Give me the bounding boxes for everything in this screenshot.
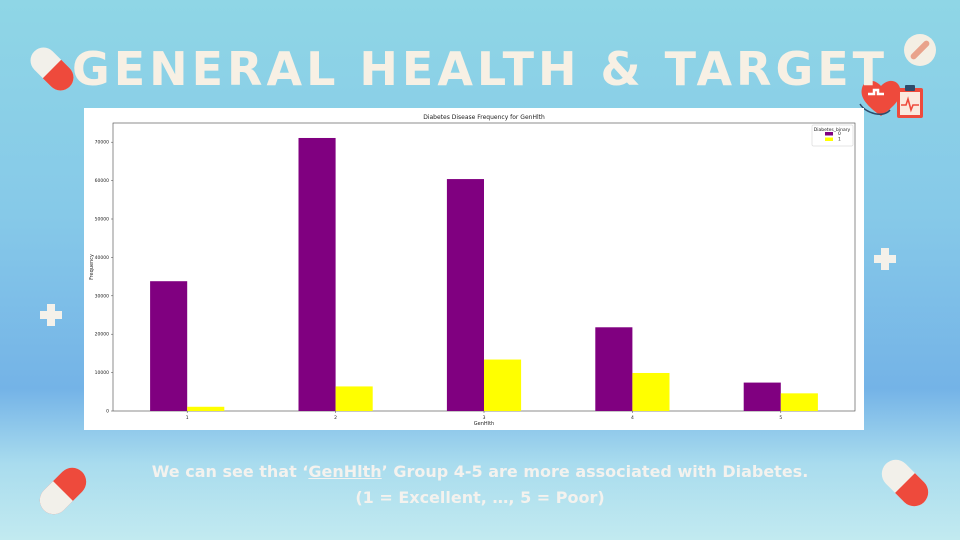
heart-medical-icon [859,80,901,116]
x-tick-label: 4 [631,415,634,421]
plus-icon [40,304,62,326]
clipboard-ecg-icon [897,85,923,118]
legend-swatch-1 [825,137,833,141]
slide-title: GENERAL HEALTH & TARGET [71,42,889,96]
x-tick-label: 1 [186,415,189,421]
x-tick-label: 5 [779,415,782,421]
caption-text: We can see that ‘ [151,462,309,481]
chart-legend: Diabetes_binary 01 [811,124,854,147]
caption: We can see that ‘GenHlth’ Group 4-5 are … [0,459,960,511]
y-tick-label: 30000 [95,293,109,299]
y-axis-label: Frequency [89,254,95,280]
bandage-icon [904,34,936,66]
bar-2-series-1 [335,386,373,411]
x-tick-label: 3 [483,415,486,421]
bar-5-series-1 [780,393,818,411]
y-tick-label: 70000 [95,140,109,146]
pill-capsule-icon [881,459,929,507]
y-tick-label: 40000 [95,255,109,261]
y-tick-label: 50000 [95,217,109,223]
caption-line-1: We can see that ‘GenHlth’ Group 4-5 are … [0,459,960,485]
y-tick-label: 10000 [95,370,109,376]
bar-1-series-0 [150,281,188,411]
bar-4-series-1 [632,372,670,411]
bar-3-series-1 [484,359,522,411]
bar-2-series-0 [298,137,336,411]
plus-icon [874,248,896,270]
x-axis-label: GenHlth [474,421,494,427]
pill-capsule-icon [30,47,74,91]
bar-3-series-0 [446,179,484,411]
bar-chart: Diabetes Disease Frequency for GenHlth 0… [89,114,856,427]
bar-chart-panel: Diabetes Disease Frequency for GenHlth 0… [84,108,864,430]
y-tick-label: 20000 [95,332,109,338]
legend-title: Diabetes_binary [814,127,851,133]
pill-capsule-icon [39,467,87,515]
y-tick-label: 0 [106,409,109,415]
caption-highlight: GenHlth [308,462,382,481]
bar-5-series-0 [743,382,781,411]
x-tick-label: 2 [334,415,337,421]
caption-line-2: (1 = Excellent, …, 5 = Poor) [355,488,605,507]
bar-4-series-0 [595,327,633,411]
caption-text: ’ Group 4-5 are more associated with Dia… [381,462,809,481]
legend-label-0: 0 [838,131,841,137]
y-tick-label: 60000 [95,178,109,184]
chart-title: Diabetes Disease Frequency for GenHlth [423,114,545,121]
legend-swatch-0 [825,132,833,136]
legend-label-1: 1 [838,137,841,143]
bar-1-series-1 [187,406,225,411]
